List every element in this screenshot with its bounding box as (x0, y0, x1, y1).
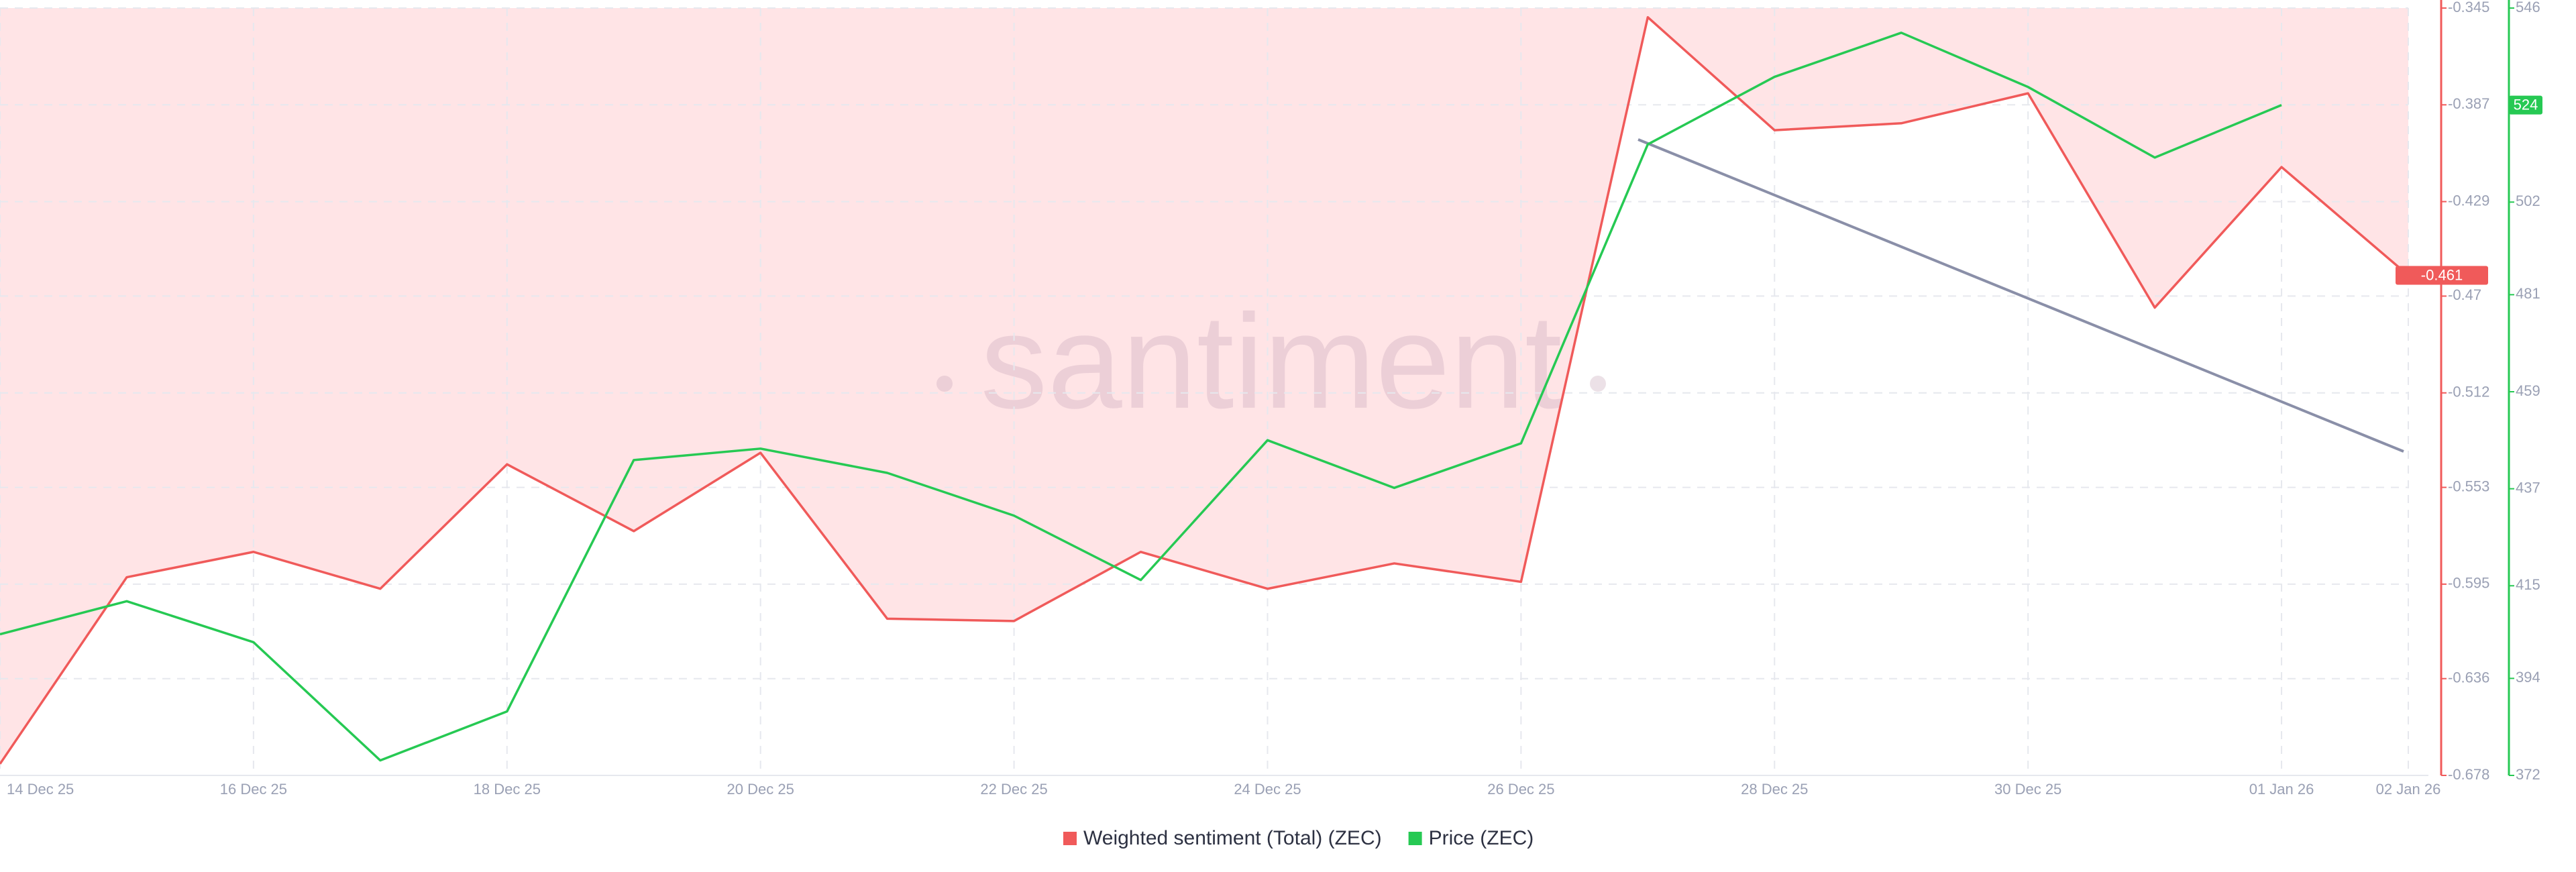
legend-swatch (1408, 832, 1422, 845)
x-tick-label: 26 Dec 25 (1487, 781, 1554, 798)
y-tick-label: -0.636 (2448, 669, 2489, 686)
y2-tick-label: 502 (2516, 193, 2540, 209)
y-tick-label: -0.595 (2448, 575, 2489, 592)
watermark: santiment (980, 287, 1562, 437)
series-line (0, 32, 2282, 762)
y2-tick-label: 394 (2516, 669, 2540, 686)
y-tick-label: -0.429 (2448, 192, 2489, 209)
x-tick-label: 22 Dec 25 (980, 781, 1047, 798)
value-badge-label: 524 (2514, 96, 2538, 113)
y2-tick-label: 459 (2516, 382, 2540, 399)
y2-tick-label: 415 (2516, 576, 2540, 593)
y2-tick-label: 546 (2516, 0, 2540, 15)
y2-tick-label: 481 (2516, 285, 2540, 302)
watermark-dot (936, 376, 953, 392)
y2-tick-label: 437 (2516, 479, 2540, 496)
y-tick-label: -0.553 (2448, 478, 2489, 494)
value-badge-label: -0.461 (2421, 266, 2463, 283)
y-tick-label: -0.47 (2448, 286, 2481, 303)
y-tick-label: -0.512 (2448, 384, 2489, 400)
y-tick-label: -0.345 (2448, 0, 2489, 15)
x-tick-label: 02 Jan 26 (2376, 781, 2441, 798)
y-tick-label: -0.678 (2448, 766, 2489, 783)
series-line (0, 15, 2410, 765)
x-tick-label: 16 Dec 25 (220, 781, 287, 798)
trend-line (1638, 138, 2404, 453)
value-badge (2509, 95, 2542, 115)
legend-label: Price (ZEC) (1429, 827, 1534, 849)
x-tick-label: 14 Dec 25 (7, 781, 74, 798)
x-tick-label: 20 Dec 25 (727, 781, 794, 798)
legend-label: Weighted sentiment (Total) (ZEC) (1083, 827, 1382, 849)
x-tick-label: 30 Dec 25 (1994, 781, 2061, 798)
y-tick-label: -0.387 (2448, 95, 2489, 112)
watermark-dot (1590, 376, 1606, 392)
x-tick-label: 24 Dec 25 (1234, 781, 1301, 798)
x-tick-label: 28 Dec 25 (1741, 781, 1808, 798)
value-badge (2396, 266, 2488, 285)
x-tick-label: 18 Dec 25 (474, 781, 541, 798)
sentiment-area (0, 8, 2408, 764)
x-tick-label: 01 Jan 26 (2249, 781, 2314, 798)
y2-tick-label: 372 (2516, 766, 2540, 783)
legend-swatch (1063, 832, 1077, 845)
